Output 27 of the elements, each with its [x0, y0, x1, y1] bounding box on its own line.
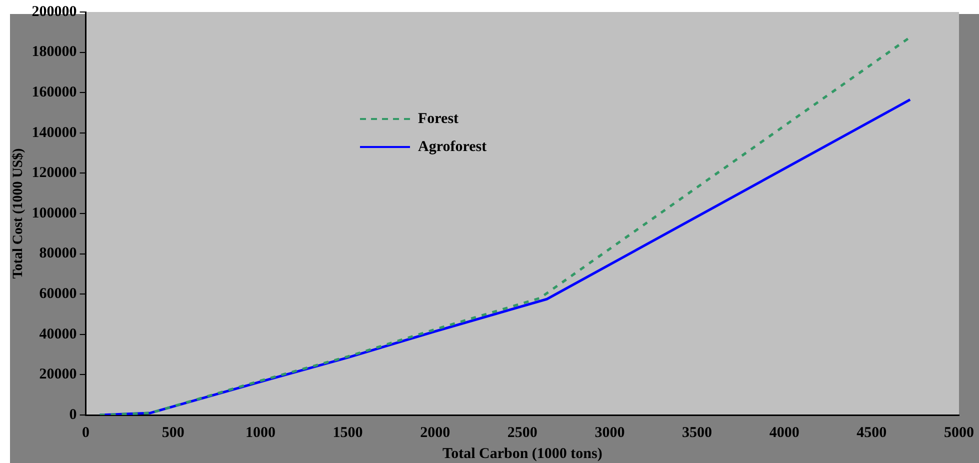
x-tick-label: 0 [82, 424, 90, 441]
x-tick-label: 4000 [769, 424, 800, 441]
y-tick-label: 180000 [32, 44, 77, 60]
x-tick-label: 2000 [420, 424, 450, 441]
y-tick-label: 140000 [32, 124, 77, 141]
x-tick-label: 1500 [332, 424, 363, 441]
x-tick-label: 3000 [594, 424, 625, 441]
y-tick-label: 200000 [32, 4, 77, 20]
x-tick-label: 500 [162, 424, 184, 441]
legend-label: Agroforest [418, 138, 487, 156]
legend-label: Forest [418, 110, 459, 128]
line-series [98, 36, 912, 415]
y-tick-label: 0 [69, 406, 77, 423]
y-axis-title: Total Cost (1000 US$) [11, 148, 26, 279]
y-tick-label: 60000 [39, 286, 77, 302]
y-tick-label: 100000 [32, 205, 77, 222]
x-tick-label: 4500 [856, 424, 887, 441]
y-tick-label: 40000 [39, 326, 77, 342]
x-tick-label: 3500 [682, 424, 712, 441]
y-tick-label: 160000 [32, 84, 77, 100]
y-tick-label: 20000 [39, 366, 77, 383]
y-tick-label: 80000 [39, 246, 77, 262]
y-tick-label: 120000 [32, 165, 77, 182]
x-tick-label: 5000 [944, 424, 974, 441]
x-axis-title: Total Carbon (1000 tons) [442, 446, 602, 462]
x-tick-label: 1000 [245, 424, 276, 441]
x-tick-label: 2500 [507, 424, 538, 441]
